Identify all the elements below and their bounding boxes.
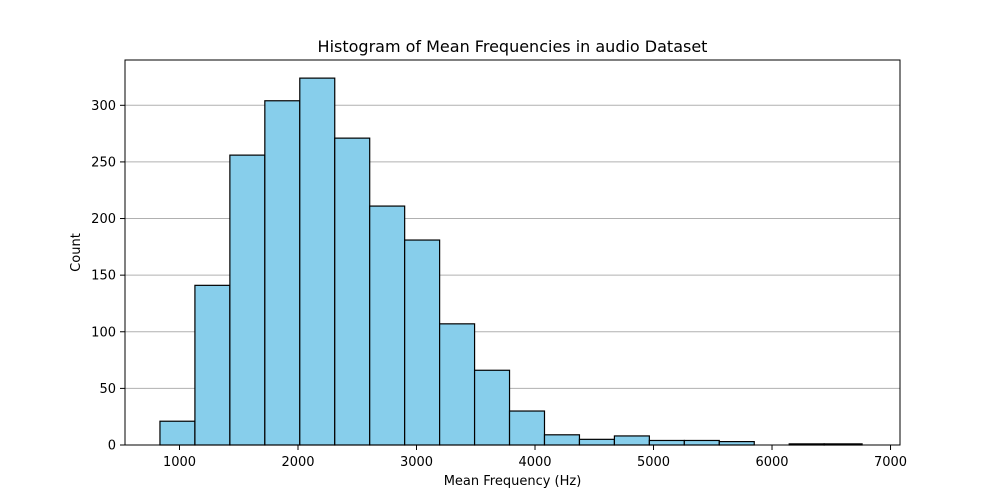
histogram-bar <box>578 438 616 446</box>
y-tick-label: 50 <box>99 382 116 397</box>
histogram-bar <box>159 420 196 446</box>
histogram-bar <box>369 205 406 446</box>
x-tick-label: 7000 <box>874 455 907 470</box>
y-axis-label: Count <box>69 233 84 272</box>
histogram-bar <box>439 323 476 446</box>
y-tick-label: 0 <box>108 439 116 454</box>
histogram-bar <box>683 439 720 446</box>
y-tick-label: 200 <box>91 212 116 227</box>
x-tick-label: 2000 <box>281 455 314 470</box>
histogram-bar <box>299 77 336 446</box>
x-axis-label: Mean Frequency (Hz) <box>444 474 582 489</box>
y-tick-label: 300 <box>91 99 116 114</box>
chart-title: Histogram of Mean Frequencies in audio D… <box>318 37 708 56</box>
x-tick-label: 1000 <box>163 455 196 470</box>
histogram-bars <box>159 77 863 446</box>
histogram-bar <box>613 435 650 446</box>
y-tick-label: 100 <box>91 325 116 340</box>
histogram-bar <box>648 439 685 446</box>
histogram-bar <box>264 100 301 446</box>
x-tick-label: 5000 <box>637 455 670 470</box>
y-axis-ticks: 0 50 100 150 200 250 300 <box>91 99 125 454</box>
x-tick-label: 4000 <box>518 455 551 470</box>
histogram-bar <box>718 441 755 446</box>
histogram-bar <box>194 284 231 446</box>
y-tick-label: 250 <box>91 155 116 170</box>
x-axis-ticks: 1000 2000 3000 4000 5000 6000 7000 <box>163 445 907 470</box>
histogram-bar <box>334 137 371 446</box>
histogram-bar <box>229 154 266 446</box>
histogram-bar <box>508 410 546 446</box>
y-tick-label: 150 <box>91 269 116 284</box>
plot-frame <box>124 59 901 446</box>
histogram-bar <box>404 239 441 446</box>
x-tick-label: 6000 <box>755 455 788 470</box>
histogram-bar <box>543 434 581 446</box>
histogram-bar <box>473 369 511 446</box>
x-tick-label: 3000 <box>400 455 433 470</box>
